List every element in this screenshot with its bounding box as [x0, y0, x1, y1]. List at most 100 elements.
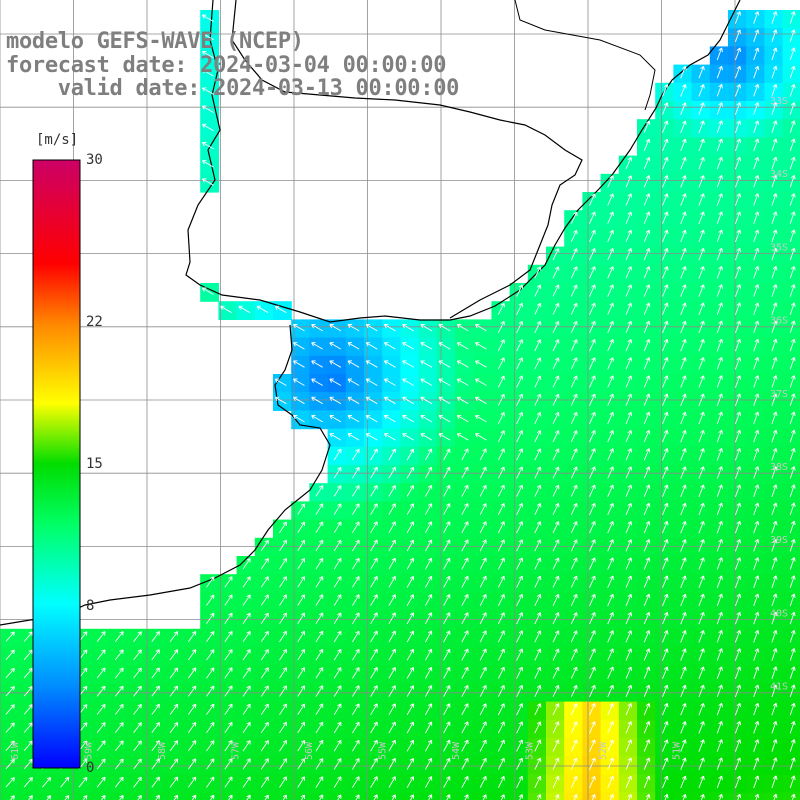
wind-arrow [461, 539, 469, 552]
wind-arrow [643, 611, 651, 625]
wind-arrow [23, 776, 33, 788]
wind-arrow [698, 502, 705, 516]
wind-arrow [662, 229, 669, 243]
wind-arrow [456, 414, 469, 423]
wind-arrow [698, 593, 705, 607]
wind-arrow [438, 414, 451, 423]
wind-arrow [114, 649, 124, 661]
wind-arrow [497, 339, 505, 352]
wind-arrow [461, 776, 469, 788]
wind-arrow [589, 248, 596, 261]
wind-arrow [734, 466, 742, 479]
wind-arrow [736, 793, 742, 800]
wind-arrow [625, 630, 633, 643]
wind-arrow [279, 648, 287, 661]
wind-arrow [23, 667, 33, 679]
wind-arrow [202, 141, 214, 150]
wind-arrow [534, 648, 542, 661]
wind-arrow [206, 685, 215, 697]
wind-arrow [479, 594, 487, 607]
wind-arrow [425, 703, 433, 716]
wind-arrow [753, 775, 760, 789]
wind-arrow [716, 630, 723, 643]
wind-arrow [370, 503, 378, 515]
wind-arrow [169, 758, 179, 770]
wind-arrow [698, 557, 705, 570]
wind-arrow [169, 722, 179, 734]
wind-arrow [698, 175, 705, 188]
wind-arrow [438, 342, 451, 350]
wind-arrow [698, 684, 705, 698]
wind-arrow [716, 411, 723, 425]
wind-arrow [388, 594, 396, 606]
wind-arrow [438, 323, 451, 332]
wind-arrow [552, 612, 560, 625]
wind-arrow [643, 411, 651, 425]
wind-arrow [570, 339, 578, 352]
wind-arrow [516, 521, 524, 534]
wind-arrow [370, 776, 378, 788]
wind-arrow [297, 685, 306, 697]
wind-arrow [607, 466, 614, 479]
wind-arrow [293, 360, 305, 368]
wind-arrow [479, 575, 487, 588]
wind-arrow [753, 429, 760, 443]
longitude-label: 53W [525, 741, 536, 760]
wind-arrow [570, 684, 578, 697]
wind-arrow [662, 102, 669, 115]
wind-arrow [297, 521, 306, 533]
wind-arrow [242, 558, 251, 570]
wind-arrow [643, 156, 651, 170]
wind-arrow [151, 703, 160, 715]
wind-arrow [753, 375, 760, 388]
wind-arrow [388, 648, 396, 661]
wind-arrow [625, 302, 633, 315]
wind-arrow [698, 320, 705, 334]
wind-arrow [698, 648, 705, 661]
wind-arrow [552, 466, 560, 479]
wind-arrow [607, 557, 614, 570]
wind-arrow [753, 266, 760, 279]
wind-arrow [698, 757, 705, 770]
wind-arrow [260, 630, 269, 643]
wind-arrow [279, 776, 287, 788]
wind-arrow [461, 630, 469, 643]
wind-arrow [570, 557, 578, 570]
wind-arrow [771, 356, 778, 370]
wind-arrow [698, 411, 705, 425]
wind-arrow [734, 757, 742, 770]
wind-arrow [297, 557, 306, 570]
wind-arrow [5, 631, 15, 642]
wind-arrow [771, 174, 778, 188]
wind-arrow [570, 466, 578, 479]
wind-arrow [202, 87, 214, 95]
wind-arrow [475, 414, 487, 423]
wind-arrow [643, 338, 651, 352]
wind-arrow [625, 193, 633, 206]
coastline [0, 0, 741, 626]
wind-arrow [771, 375, 778, 388]
wind-arrow [497, 648, 505, 661]
wind-arrow [771, 429, 778, 443]
wind-arrow [789, 229, 796, 243]
wind-arrow [443, 703, 451, 716]
wind-arrow [297, 594, 306, 606]
wind-arrow [589, 612, 596, 625]
wind-arrow [534, 557, 542, 570]
wind-arrow [552, 721, 560, 734]
wind-arrow [643, 375, 651, 388]
wind-arrow [789, 720, 796, 734]
wind-arrow [734, 520, 742, 534]
wind-arrow [516, 539, 524, 552]
wind-arrow [734, 775, 742, 789]
wind-arrow [789, 120, 796, 133]
wind-arrow [384, 342, 396, 350]
wind-arrow [347, 342, 360, 350]
wind-arrow [461, 612, 469, 625]
wind-arrow [279, 630, 287, 643]
wind-arrow [734, 211, 742, 224]
wind-arrow [734, 47, 742, 61]
wind-arrow [315, 739, 324, 752]
wind-arrow [771, 447, 778, 461]
wind-arrow [716, 247, 723, 261]
